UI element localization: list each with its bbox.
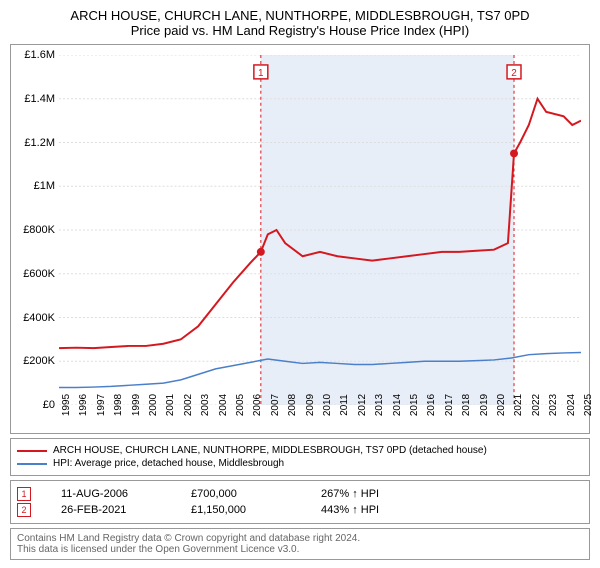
sale-row: 111-AUG-2006£700,000267% ↑ HPI [17, 487, 583, 501]
legend-item: ARCH HOUSE, CHURCH LANE, NUNTHORPE, MIDD… [17, 445, 583, 456]
legend-item: HPI: Average price, detached house, Midd… [17, 458, 583, 469]
chart-title: ARCH HOUSE, CHURCH LANE, NUNTHORPE, MIDD… [10, 8, 590, 23]
chart-container: 12 £0£200K£400K£600K£800K£1M£1.2M£1.4M£1… [10, 44, 590, 434]
sales-table: 111-AUG-2006£700,000267% ↑ HPI 226-FEB-20… [10, 480, 590, 524]
svg-text:2: 2 [511, 68, 517, 79]
chart-subtitle: Price paid vs. HM Land Registry's House … [10, 23, 590, 38]
chart-svg: 12 [59, 55, 581, 405]
svg-text:1: 1 [258, 68, 264, 79]
footer-line1: Contains HM Land Registry data © Crown c… [17, 533, 583, 544]
footer: Contains HM Land Registry data © Crown c… [10, 528, 590, 560]
footer-line2: This data is licensed under the Open Gov… [17, 544, 583, 555]
sale-row: 226-FEB-2021£1,150,000443% ↑ HPI [17, 503, 583, 517]
plot-area: 12 £0£200K£400K£600K£800K£1M£1.2M£1.4M£1… [59, 55, 581, 405]
legend: ARCH HOUSE, CHURCH LANE, NUNTHORPE, MIDD… [10, 438, 590, 476]
